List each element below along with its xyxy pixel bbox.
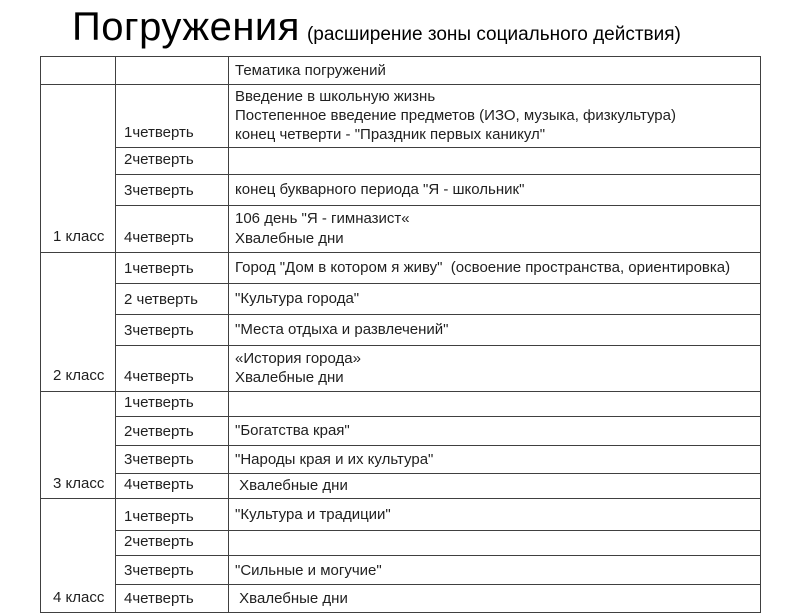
table-row: 3четверть "Сильные и могучие" (41, 555, 761, 586)
table-row: 4четверть 106 день "Я - гимназист« Хвале… (41, 204, 761, 253)
table-row: 3четверть конец букварного периода "Я - … (41, 173, 761, 206)
table-row: 3 класс 1четверть (40, 390, 761, 499)
topic-cell: конец букварного периода "Я - школьник" (228, 173, 761, 206)
topic-cell (228, 529, 761, 557)
empty-corner-cell (115, 56, 229, 85)
topic-cell: "Культура города" (228, 282, 761, 315)
quarter-cell: 4четверть (115, 204, 229, 253)
table-row: 2четверть (41, 146, 761, 175)
class-cell-grade4: 4 класс (40, 497, 116, 613)
table-header-row: Тематика погружений (40, 56, 761, 85)
slide: Погружения (расширение зоны социального д… (40, 4, 761, 613)
table-row: 3четверть "Народы края и их культура" (41, 444, 761, 474)
topic-cell: Хвалебные дни (228, 584, 761, 613)
topic-cell: "Места отдыха и развлечений" (228, 313, 761, 346)
table-row: 1 класс 1четверть Введение в школьную жи… (40, 84, 761, 253)
quarter-cell: 2четверть (115, 529, 229, 557)
quarter-cell: 3четверть (115, 444, 229, 474)
quarter-cell: 4четверть (115, 584, 229, 613)
topic-cell (228, 390, 761, 417)
table-row: 2четверть "Богатства края" (41, 415, 761, 446)
table-row: 4четверть «История города» Хвалебные дни (41, 344, 761, 392)
quarter-cell: 4четверть (115, 472, 229, 499)
quarter-cell: 1четверть (115, 251, 229, 284)
topic-cell: "Богатства края" (228, 415, 761, 446)
topic-cell: "Культура и традиции" (228, 497, 761, 531)
quarter-cell: 3четверть (115, 313, 229, 346)
topic-cell: Хвалебные дни (228, 472, 761, 499)
class-cell-grade2: 2 класс (40, 251, 116, 392)
quarter-cell: 4четверть (115, 344, 229, 392)
table-row: 2 четверть "Культура города" (41, 282, 761, 315)
quarter-cell: 1четверть (115, 497, 229, 531)
table-row: 2четверть (41, 529, 761, 557)
class-cell-grade1: 1 класс (40, 84, 116, 253)
slide-title: Погружения (расширение зоны социального д… (72, 4, 681, 50)
topic-cell: "Народы края и их культура" (228, 444, 761, 474)
table-row: 4четверть Хвалебные дни (41, 472, 761, 499)
topic-cell: Введение в школьную жизнь Постепенное вв… (228, 84, 761, 148)
topic-cell: "Сильные и могучие" (228, 555, 761, 586)
topic-cell: 106 день "Я - гимназист« Хвалебные дни (228, 204, 761, 253)
quarter-cell: 1четверть (115, 390, 229, 417)
table-row: 4четверть Хвалебные дни (41, 584, 761, 613)
slide-title-main: Погружения (72, 5, 300, 49)
immersions-table: Тематика погружений 1 класс 1четверть Вв… (40, 56, 761, 613)
topic-cell: «История города» Хвалебные дни (228, 344, 761, 392)
quarter-cell: 3четверть (115, 555, 229, 586)
topic-column-header: Тематика погружений (228, 56, 761, 85)
class-cell-grade3: 3 класс (40, 390, 116, 499)
table-row: 2 класс 1четверть Город "Дом в котором я… (40, 251, 761, 392)
topic-cell (228, 146, 761, 175)
topic-cell: Город "Дом в котором я живу" (освоение п… (228, 251, 761, 284)
quarter-cell: 2четверть (115, 146, 229, 175)
empty-corner-cell (40, 56, 116, 85)
quarter-cell: 2четверть (115, 415, 229, 446)
table-row: 3четверть "Места отдыха и развлечений" (41, 313, 761, 346)
quarter-cell: 1четверть (115, 84, 229, 148)
table-row: 4 класс 1четверть "Культура и традиции" (40, 497, 761, 613)
quarter-cell: 3четверть (115, 173, 229, 206)
slide-title-subtitle: (расширение зоны социального действия) (306, 24, 681, 45)
quarter-cell: 2 четверть (115, 282, 229, 315)
